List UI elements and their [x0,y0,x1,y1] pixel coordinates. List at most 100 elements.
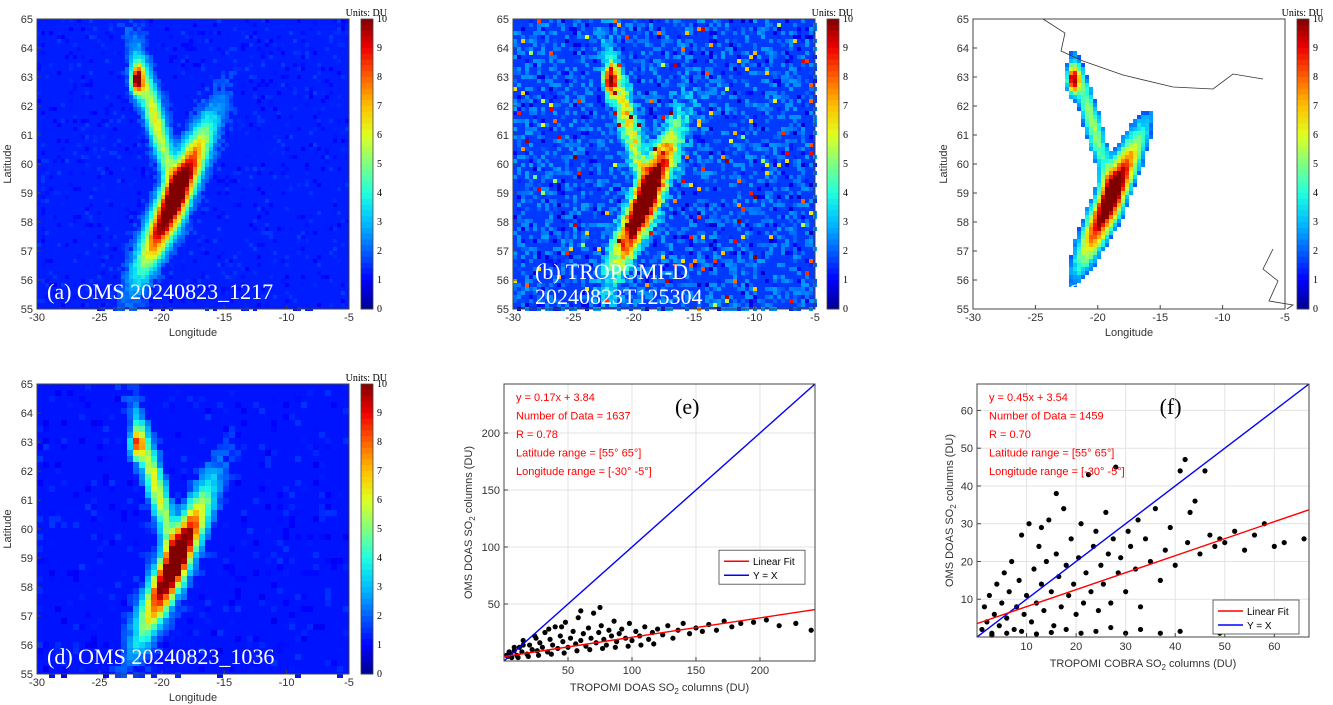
map-cell [185,227,189,231]
map-cell [601,47,605,51]
map-cell [685,167,689,171]
map-cell [737,259,741,263]
map-cell [581,195,585,199]
map-cell [525,59,529,63]
map-cell [689,39,693,43]
map-cell [141,271,145,275]
map-cell [37,195,41,199]
map-cell [613,175,617,179]
map-cell [801,135,805,139]
map-cell [653,203,657,207]
map-cell [189,155,193,159]
map-cell [681,31,685,35]
map-cell [177,219,181,223]
map-cell [573,223,577,227]
map-cell [333,227,337,231]
map-cell [789,267,793,271]
map-cell [781,223,785,227]
colorbar-swatch [361,117,373,124]
map-cell [681,95,685,99]
map-cell [629,111,633,115]
map-cell [701,19,705,23]
map-cell [753,171,757,175]
map-cell [205,147,209,151]
map-cell [189,175,193,179]
map-cell [277,91,281,95]
map-cell [193,115,197,119]
map-cell [669,203,673,207]
map-cell [789,87,793,91]
map-cell [69,199,73,203]
map-cell [529,279,533,283]
map-cell [757,179,761,183]
map-cell [725,219,729,223]
map-cell [653,239,657,243]
map-cell [657,203,661,207]
map-cell [661,255,665,259]
map-cell [577,59,581,63]
map-cell [689,123,693,127]
map-cell [321,67,325,71]
map-cell [165,127,169,131]
map-cell [689,107,693,111]
map-cell [541,59,545,63]
map-cell [153,155,157,159]
map-cell [789,123,793,127]
map-cell [573,251,577,255]
map-cell [761,71,765,75]
map-cell [217,151,221,155]
map-cell [557,131,561,135]
map-cell [297,55,301,59]
map-cell [561,243,565,247]
map-cell [197,159,201,163]
map-cell [545,159,549,163]
map-cell [681,191,685,195]
map-cell [297,135,301,139]
map-cell [305,183,309,187]
map-cell [809,183,813,187]
map-cell [217,135,221,139]
map-cell [657,191,661,195]
map-cell [621,171,625,175]
map-cell [625,95,629,99]
map-cell [789,191,793,195]
map-cell [649,239,653,243]
map-cell [313,167,317,171]
map-cell [625,235,629,239]
map-cell [129,239,133,243]
map-cell [269,39,273,43]
map-cell [253,23,257,27]
map-cell [577,171,581,175]
map-cell [749,227,753,231]
map-cell [669,123,673,127]
map-cell [645,95,649,99]
map-cell [557,59,561,63]
map-cell [73,187,77,191]
map-cell [593,111,597,115]
map-cell [277,291,281,295]
map-cell [633,219,637,223]
map-cell [697,135,701,139]
map-cell [645,99,649,103]
map-cell [313,47,317,51]
map-cell [729,43,733,47]
map-cell [657,219,661,223]
map-cell [221,115,225,119]
map-cell [65,243,69,247]
map-cell [621,215,625,219]
colorbar-swatch [827,193,839,200]
map-cell [129,219,133,223]
map-cell [605,223,609,227]
map-cell [61,35,65,39]
map-cell [621,27,625,31]
map-cell [205,115,209,119]
x-tick-label: -20 [154,312,170,324]
map-cell [657,103,661,107]
map-cell [185,119,189,123]
map-cell [761,303,765,307]
map-cell [157,87,161,91]
map-cell [765,295,769,299]
map-cell [285,175,289,179]
map-cell [169,187,173,191]
map-cell [625,219,629,223]
